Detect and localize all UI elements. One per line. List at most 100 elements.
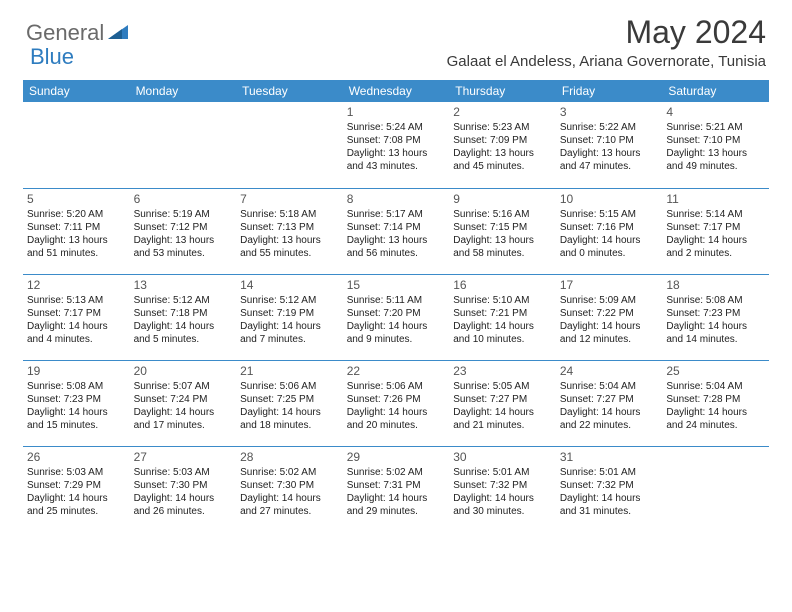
day-info: Sunrise: 5:02 AMSunset: 7:30 PMDaylight:… <box>240 466 339 518</box>
day-number: 14 <box>240 278 339 292</box>
day-info: Sunrise: 5:23 AMSunset: 7:09 PMDaylight:… <box>453 121 552 173</box>
day-number: 27 <box>134 450 233 464</box>
calendar-cell: 19 Sunrise: 5:08 AMSunset: 7:23 PMDayligh… <box>23 360 130 446</box>
calendar-cell: 22Sunrise: 5:06 AMSunset: 7:26 PMDayligh… <box>343 360 450 446</box>
day-info: Sunrise: 5:24 AMSunset: 7:08 PMDaylight:… <box>347 121 446 173</box>
day-info: Sunrise: 5:06 AMSunset: 7:25 PMDaylight:… <box>240 380 339 432</box>
weekday-header: Monday <box>130 80 237 102</box>
calendar-cell: 24 Sunrise: 5:04 AMSunset: 7:27 PMDayligh… <box>556 360 663 446</box>
calendar-cell: 27 Sunrise: 5:03 AMSunset: 7:30 PMDayligh… <box>130 446 237 532</box>
calendar-cell: 20 Sunrise: 5:07 AMSunset: 7:24 PMDayligh… <box>130 360 237 446</box>
day-info: Sunrise: 5:19 AMSunset: 7:12 PMDaylight:… <box>134 208 233 260</box>
calendar-cell: 9Sunrise: 5:16 AMSunset: 7:15 PMDaylight… <box>449 188 556 274</box>
location-text: Galaat el Andeless, Ariana Governorate, … <box>447 53 766 70</box>
calendar-cell: 21 Sunrise: 5:06 AMSunset: 7:25 PMDayligh… <box>236 360 343 446</box>
calendar-cell: 7 Sunrise: 5:18 AMSunset: 7:13 PMDaylight… <box>236 188 343 274</box>
logo-triangle-icon <box>108 23 128 44</box>
day-number: 12 <box>27 278 126 292</box>
day-info: Sunrise: 5:21 AMSunset: 7:10 PMDaylight:… <box>666 121 765 173</box>
calendar-cell-empty <box>130 102 237 188</box>
calendar-cell: 4Sunrise: 5:21 AMSunset: 7:10 PMDaylight… <box>662 102 769 188</box>
calendar-row: 19 Sunrise: 5:08 AMSunset: 7:23 PMDayligh… <box>23 360 769 446</box>
calendar-cell: 29 Sunrise: 5:02 AMSunset: 7:31 PMDayligh… <box>343 446 450 532</box>
calendar-cell: 12 Sunrise: 5:13 AMSunset: 7:17 PMDayligh… <box>23 274 130 360</box>
day-info: Sunrise: 5:02 AMSunset: 7:31 PMDaylight:… <box>347 466 446 518</box>
calendar-cell: 25Sunrise: 5:04 AMSunset: 7:28 PMDayligh… <box>662 360 769 446</box>
calendar-head: SundayMondayTuesdayWednesdayThursdayFrid… <box>23 80 769 102</box>
day-number: 24 <box>560 364 659 378</box>
day-number: 2 <box>453 105 552 119</box>
calendar-cell: 10 Sunrise: 5:15 AMSunset: 7:16 PMDayligh… <box>556 188 663 274</box>
day-info: Sunrise: 5:03 AMSunset: 7:29 PMDaylight:… <box>27 466 126 518</box>
day-number: 26 <box>27 450 126 464</box>
calendar-cell: 2 Sunrise: 5:23 AMSunset: 7:09 PMDaylight… <box>449 102 556 188</box>
day-info: Sunrise: 5:09 AMSunset: 7:22 PMDaylight:… <box>560 294 659 346</box>
calendar-cell: 3 Sunrise: 5:22 AMSunset: 7:10 PMDaylight… <box>556 102 663 188</box>
calendar-cell: 11 Sunrise: 5:14 AMSunset: 7:17 PMDayligh… <box>662 188 769 274</box>
day-info: Sunrise: 5:01 AMSunset: 7:32 PMDaylight:… <box>453 466 552 518</box>
day-info: Sunrise: 5:07 AMSunset: 7:24 PMDaylight:… <box>134 380 233 432</box>
header: General May 2024 Galaat el Andeless, Ari… <box>0 0 792 74</box>
day-number: 15 <box>347 278 446 292</box>
day-number: 13 <box>134 278 233 292</box>
calendar-cell: 28Sunrise: 5:02 AMSunset: 7:30 PMDayligh… <box>236 446 343 532</box>
day-info: Sunrise: 5:14 AMSunset: 7:17 PMDaylight:… <box>666 208 765 260</box>
calendar-cell: 16 Sunrise: 5:10 AMSunset: 7:21 PMDayligh… <box>449 274 556 360</box>
calendar-row: 26 Sunrise: 5:03 AMSunset: 7:29 PMDayligh… <box>23 446 769 532</box>
day-info: Sunrise: 5:12 AMSunset: 7:18 PMDaylight:… <box>134 294 233 346</box>
day-number: 1 <box>347 105 446 119</box>
day-number: 16 <box>453 278 552 292</box>
day-number: 3 <box>560 105 659 119</box>
day-number: 29 <box>347 450 446 464</box>
day-number: 20 <box>134 364 233 378</box>
day-info: Sunrise: 5:12 AMSunset: 7:19 PMDaylight:… <box>240 294 339 346</box>
calendar-cell-empty <box>23 102 130 188</box>
day-number: 19 <box>27 364 126 378</box>
day-info: Sunrise: 5:05 AMSunset: 7:27 PMDaylight:… <box>453 380 552 432</box>
title-block: May 2024 Galaat el Andeless, Ariana Gove… <box>447 14 766 70</box>
calendar-table: SundayMondayTuesdayWednesdayThursdayFrid… <box>23 80 769 532</box>
day-number: 22 <box>347 364 446 378</box>
calendar-cell: 6 Sunrise: 5:19 AMSunset: 7:12 PMDaylight… <box>130 188 237 274</box>
calendar-cell: 31 Sunrise: 5:01 AMSunset: 7:32 PMDayligh… <box>556 446 663 532</box>
day-number: 31 <box>560 450 659 464</box>
day-number: 18 <box>666 278 765 292</box>
calendar-body: 1 Sunrise: 5:24 AMSunset: 7:08 PMDaylight… <box>23 102 769 532</box>
day-info: Sunrise: 5:08 AMSunset: 7:23 PMDaylight:… <box>27 380 126 432</box>
day-number: 9 <box>453 192 552 206</box>
calendar-row: 12 Sunrise: 5:13 AMSunset: 7:17 PMDayligh… <box>23 274 769 360</box>
month-title: May 2024 <box>447 14 766 51</box>
day-info: Sunrise: 5:18 AMSunset: 7:13 PMDaylight:… <box>240 208 339 260</box>
day-number: 21 <box>240 364 339 378</box>
day-info: Sunrise: 5:15 AMSunset: 7:16 PMDaylight:… <box>560 208 659 260</box>
day-number: 11 <box>666 192 765 206</box>
day-info: Sunrise: 5:04 AMSunset: 7:27 PMDaylight:… <box>560 380 659 432</box>
day-number: 6 <box>134 192 233 206</box>
day-info: Sunrise: 5:17 AMSunset: 7:14 PMDaylight:… <box>347 208 446 260</box>
calendar-cell: 1 Sunrise: 5:24 AMSunset: 7:08 PMDaylight… <box>343 102 450 188</box>
day-info: Sunrise: 5:10 AMSunset: 7:21 PMDaylight:… <box>453 294 552 346</box>
day-info: Sunrise: 5:13 AMSunset: 7:17 PMDaylight:… <box>27 294 126 346</box>
calendar-cell: 26 Sunrise: 5:03 AMSunset: 7:29 PMDayligh… <box>23 446 130 532</box>
day-number: 5 <box>27 192 126 206</box>
calendar-cell: 17Sunrise: 5:09 AMSunset: 7:22 PMDayligh… <box>556 274 663 360</box>
weekday-header: Sunday <box>23 80 130 102</box>
day-number: 7 <box>240 192 339 206</box>
weekday-header: Thursday <box>449 80 556 102</box>
day-info: Sunrise: 5:03 AMSunset: 7:30 PMDaylight:… <box>134 466 233 518</box>
calendar-cell: 18Sunrise: 5:08 AMSunset: 7:23 PMDayligh… <box>662 274 769 360</box>
weekday-header: Tuesday <box>236 80 343 102</box>
calendar-row: 5Sunrise: 5:20 AMSunset: 7:11 PMDaylight… <box>23 188 769 274</box>
day-number: 30 <box>453 450 552 464</box>
day-info: Sunrise: 5:11 AMSunset: 7:20 PMDaylight:… <box>347 294 446 346</box>
calendar-cell: 8 Sunrise: 5:17 AMSunset: 7:14 PMDaylight… <box>343 188 450 274</box>
day-number: 8 <box>347 192 446 206</box>
day-info: Sunrise: 5:22 AMSunset: 7:10 PMDaylight:… <box>560 121 659 173</box>
day-number: 25 <box>666 364 765 378</box>
calendar-cell: 30 Sunrise: 5:01 AMSunset: 7:32 PMDayligh… <box>449 446 556 532</box>
day-number: 10 <box>560 192 659 206</box>
calendar-cell-empty <box>662 446 769 532</box>
weekday-header: Saturday <box>662 80 769 102</box>
day-info: Sunrise: 5:01 AMSunset: 7:32 PMDaylight:… <box>560 466 659 518</box>
logo-text-general: General <box>26 20 104 46</box>
